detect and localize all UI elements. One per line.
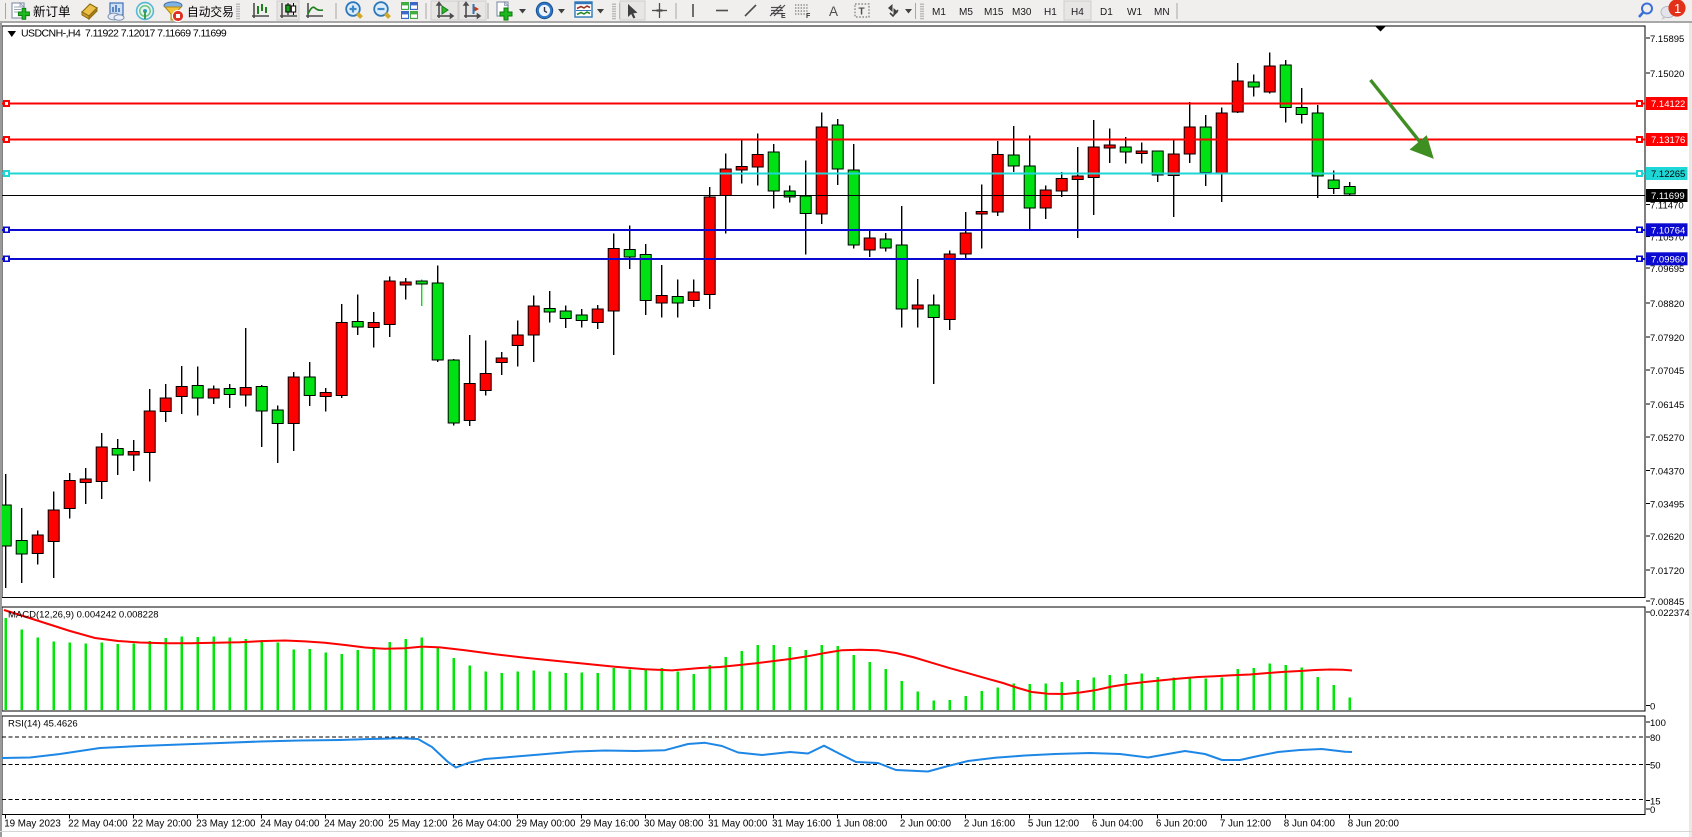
svg-text:22 May 04:00: 22 May 04:00 bbox=[68, 819, 128, 830]
svg-text:1 Jun 08:00: 1 Jun 08:00 bbox=[836, 819, 888, 830]
svg-text:7.00845: 7.00845 bbox=[1650, 597, 1684, 608]
svg-text:22 May 20:00: 22 May 20:00 bbox=[132, 819, 192, 830]
svg-text:6 Jun 04:00: 6 Jun 04:00 bbox=[1092, 819, 1144, 830]
svg-text:E: E bbox=[781, 13, 786, 20]
svg-text:15: 15 bbox=[1650, 797, 1661, 808]
svg-text:MN: MN bbox=[1154, 7, 1170, 18]
svg-text:0.022374: 0.022374 bbox=[1650, 608, 1690, 619]
svg-text:8 Jun 04:00: 8 Jun 04:00 bbox=[1284, 819, 1336, 830]
svg-text:7.15895: 7.15895 bbox=[1650, 34, 1684, 45]
svg-text:8 Jun 20:00: 8 Jun 20:00 bbox=[1348, 819, 1400, 830]
svg-text:7.11922 7.12017 7.11669 7.1169: 7.11922 7.12017 7.11669 7.11699 bbox=[85, 28, 227, 40]
svg-text:6 Jun 20:00: 6 Jun 20:00 bbox=[1156, 819, 1208, 830]
svg-text:2 Jun 00:00: 2 Jun 00:00 bbox=[900, 819, 952, 830]
svg-text:D1: D1 bbox=[1100, 7, 1113, 18]
svg-text:7.11470: 7.11470 bbox=[1650, 201, 1684, 212]
svg-text:M15: M15 bbox=[984, 7, 1004, 18]
svg-text:30 May 08:00: 30 May 08:00 bbox=[644, 819, 704, 830]
svg-text:24 May 04:00: 24 May 04:00 bbox=[260, 819, 320, 830]
svg-text:7.06145: 7.06145 bbox=[1650, 400, 1684, 411]
svg-text:29 May 00:00: 29 May 00:00 bbox=[516, 819, 576, 830]
svg-text:7.10764: 7.10764 bbox=[1651, 225, 1685, 236]
svg-text:1: 1 bbox=[1674, 1, 1681, 16]
svg-text:7.05270: 7.05270 bbox=[1650, 433, 1684, 444]
svg-text:7.08820: 7.08820 bbox=[1650, 299, 1684, 310]
svg-text:M5: M5 bbox=[959, 7, 973, 18]
svg-text:31 May 00:00: 31 May 00:00 bbox=[708, 819, 768, 830]
svg-text:100: 100 bbox=[1650, 718, 1666, 729]
svg-text:M30: M30 bbox=[1012, 7, 1032, 18]
svg-text:F: F bbox=[806, 13, 811, 20]
svg-text:7.01720: 7.01720 bbox=[1650, 566, 1684, 577]
svg-text:新订单: 新订单 bbox=[33, 4, 71, 19]
svg-text:7.14122: 7.14122 bbox=[1651, 99, 1685, 110]
svg-text:自动交易: 自动交易 bbox=[187, 5, 234, 19]
svg-text:7.02620: 7.02620 bbox=[1650, 532, 1684, 543]
svg-text:W1: W1 bbox=[1127, 7, 1142, 18]
svg-text:7.04370: 7.04370 bbox=[1650, 467, 1684, 478]
svg-text:T: T bbox=[859, 7, 865, 18]
svg-text:H4: H4 bbox=[1071, 7, 1084, 18]
svg-text:7.13176: 7.13176 bbox=[1651, 135, 1685, 146]
svg-text:7.11699: 7.11699 bbox=[1651, 191, 1685, 202]
svg-text:19 May 2023: 19 May 2023 bbox=[4, 819, 61, 830]
svg-text:2 Jun 16:00: 2 Jun 16:00 bbox=[964, 819, 1016, 830]
svg-text:29 May 16:00: 29 May 16:00 bbox=[580, 819, 640, 830]
svg-text:7.09960: 7.09960 bbox=[1651, 254, 1685, 265]
svg-text:80: 80 bbox=[1650, 733, 1661, 744]
svg-text:7.07920: 7.07920 bbox=[1650, 333, 1684, 344]
svg-text:7.09695: 7.09695 bbox=[1650, 264, 1684, 275]
svg-text:MACD(12,26,9) 0.004242 0.00822: MACD(12,26,9) 0.004242 0.008228 bbox=[8, 610, 159, 621]
svg-text:26 May 04:00: 26 May 04:00 bbox=[452, 819, 512, 830]
svg-text:31 May 16:00: 31 May 16:00 bbox=[772, 819, 832, 830]
svg-text:7.07045: 7.07045 bbox=[1650, 366, 1684, 377]
svg-text:50: 50 bbox=[1650, 761, 1661, 772]
svg-text:24 May 20:00: 24 May 20:00 bbox=[324, 819, 384, 830]
svg-text:7 Jun 12:00: 7 Jun 12:00 bbox=[1220, 819, 1272, 830]
svg-text:H1: H1 bbox=[1044, 7, 1057, 18]
svg-text:USDCNH-,H4: USDCNH-,H4 bbox=[21, 28, 81, 40]
svg-text:7.03495: 7.03495 bbox=[1650, 500, 1684, 511]
svg-text:M1: M1 bbox=[932, 7, 946, 18]
svg-text:25 May 12:00: 25 May 12:00 bbox=[388, 819, 448, 830]
svg-text:A: A bbox=[829, 4, 838, 19]
svg-text:RSI(14) 45.4626: RSI(14) 45.4626 bbox=[8, 719, 78, 730]
svg-text:23 May 12:00: 23 May 12:00 bbox=[196, 819, 256, 830]
svg-text:7.10570: 7.10570 bbox=[1650, 233, 1684, 244]
svg-text:7.12265: 7.12265 bbox=[1651, 169, 1685, 180]
svg-text:0: 0 bbox=[1650, 805, 1655, 816]
svg-text:0: 0 bbox=[1650, 702, 1655, 713]
svg-text:7.15020: 7.15020 bbox=[1650, 69, 1684, 80]
svg-text:5 Jun 12:00: 5 Jun 12:00 bbox=[1028, 819, 1080, 830]
